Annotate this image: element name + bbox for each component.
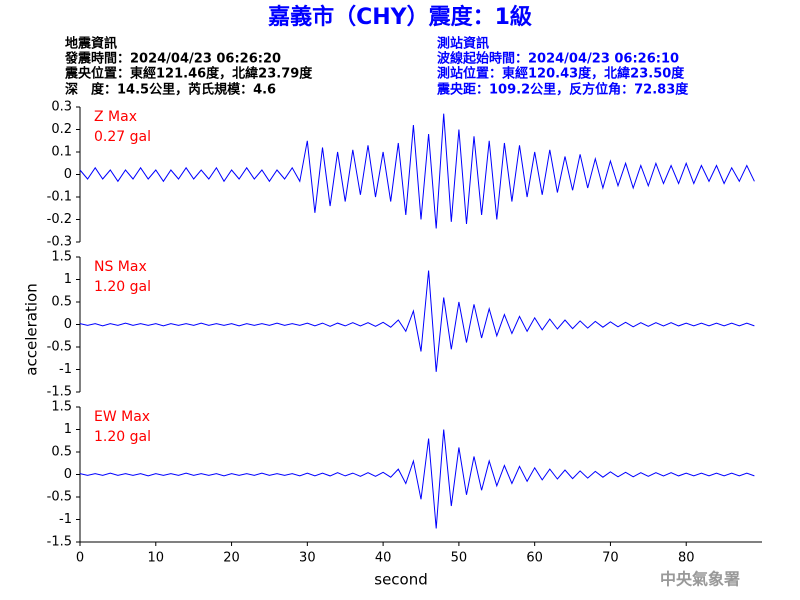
title: 嘉義市（CHY）震度：1級: [268, 4, 532, 30]
info-left: 深 度：14.5公里，芮氏規模：4.6: [65, 82, 276, 98]
y-tick-label: 0: [64, 167, 72, 182]
trace: [79, 429, 755, 529]
info-left: 地震資訊: [65, 36, 117, 52]
y-tick-label: 1.5: [51, 400, 72, 415]
y-tick-label: -0.5: [47, 490, 72, 505]
x-tick-label: 30: [299, 551, 316, 566]
info-right: 測站資訊: [437, 36, 489, 52]
y-tick-label: -1: [59, 362, 72, 377]
annotation: NS Max: [94, 259, 147, 275]
x-tick-label: 60: [526, 551, 543, 566]
info-left: 震央位置：東經121.46度，北緯23.79度: [64, 66, 313, 82]
y-tick-label: 0.2: [51, 122, 72, 137]
y-tick-label: -1.5: [47, 535, 72, 550]
y-tick-label: -1.5: [47, 385, 72, 400]
trace: [79, 113, 755, 229]
annotation: 0.27 gal: [94, 129, 151, 145]
y-tick-label: -0.3: [47, 235, 72, 250]
y-tick-label: 0: [64, 317, 72, 332]
y-tick-label: -1: [59, 512, 72, 527]
info-right: 波線起始時間：2024/04/23 06:26:10: [437, 51, 679, 67]
y-tick-label: 0.1: [51, 145, 72, 160]
annotation: EW Max: [94, 409, 150, 425]
annotation: 1.20 gal: [94, 279, 151, 295]
y-tick-label: 1: [64, 422, 72, 437]
y-tick-label: 0.5: [51, 445, 72, 460]
x-tick-label: 0: [76, 551, 84, 566]
y-tick-label: -0.5: [47, 340, 72, 355]
y-tick-label: 0.3: [51, 100, 72, 115]
y-axis-label: acceleration: [23, 283, 41, 375]
x-tick-label: 40: [375, 551, 392, 566]
x-tick-label: 70: [602, 551, 619, 566]
annotation: Z Max: [94, 109, 137, 125]
y-tick-label: -0.1: [47, 190, 72, 205]
x-tick-label: 50: [451, 551, 468, 566]
y-tick-label: 0.5: [51, 295, 72, 310]
x-axis-label: second: [374, 571, 428, 589]
trace: [79, 270, 755, 372]
y-tick-label: 1: [64, 272, 72, 287]
info-right: 震央距：109.2公里，反方位角：72.83度: [436, 82, 689, 98]
x-tick-label: 10: [148, 551, 165, 566]
annotation: 1.20 gal: [94, 429, 151, 445]
y-tick-label: 1.5: [51, 250, 72, 265]
x-tick-label: 80: [678, 551, 695, 566]
x-tick-label: 20: [223, 551, 240, 566]
footer: 中央氣象署: [660, 570, 740, 589]
y-tick-label: -0.2: [47, 212, 72, 227]
info-right: 測站位置：東經120.43度，北緯23.50度: [437, 66, 685, 82]
info-left: 發震時間：2024/04/23 06:26:20: [64, 51, 281, 67]
y-tick-label: 0: [64, 467, 72, 482]
